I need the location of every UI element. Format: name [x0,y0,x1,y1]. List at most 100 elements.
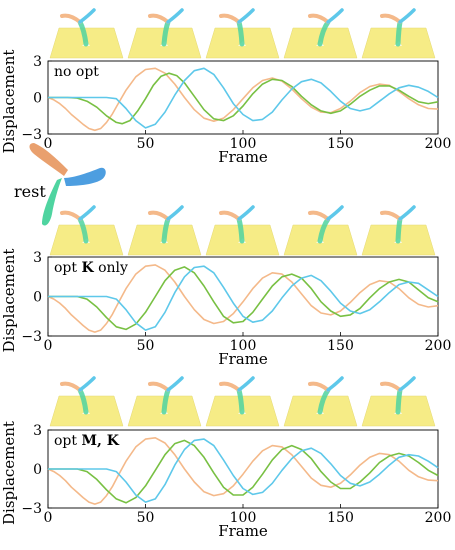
x-tick-label: 0 [44,510,53,526]
frame-thumbnail [127,376,202,427]
blue-limb [166,376,184,392]
y-axis-label: Displacement [0,249,18,353]
blue-limb [78,376,96,392]
panel-label-part: M, K [81,433,119,449]
x-tick-label: 50 [137,510,155,526]
series-line-green [48,266,439,331]
series-line-orange [47,67,439,132]
panel-label: opt K only [54,260,128,276]
rest-blue-limb [64,167,106,186]
orange-limb [308,210,330,221]
orange-limb [380,210,402,221]
x-tick-label: 150 [327,136,354,152]
rest-shape: rest [14,143,106,226]
panel-label-part: only [94,260,128,276]
frame-thumbnail [361,376,436,427]
x-tick-label: 50 [137,136,155,152]
green-limb [395,216,403,244]
x-tick-label: 100 [230,510,257,526]
series-line-blue [48,438,439,503]
x-tick-label: 200 [425,510,452,526]
y-axis-label: Displacement [0,50,18,154]
blue-limb [166,205,184,221]
y-tick-label: 3 [33,423,42,439]
series-line-blue [48,67,439,129]
blue-limb [237,8,255,24]
blue-limb [326,205,344,221]
x-tick-label: 0 [44,136,53,152]
y-axis-label: Displacement [0,421,18,525]
blue-limb [326,376,344,392]
blue-limb [398,205,416,221]
orange-limb [148,13,170,24]
frame-thumbnail [361,205,436,256]
frame-thumbnail [49,205,124,256]
series-line-green [48,72,439,125]
green-limb [236,216,245,244]
orange-limb [219,210,241,221]
green-limb [236,387,245,415]
frame-thumbnail [283,376,358,427]
orange-limb [148,381,170,392]
frame-thumbnail [205,8,280,59]
y-tick-label: −3 [21,501,42,517]
x-tick-label: 100 [230,338,257,354]
blue-limb [78,205,96,221]
frame-thumbnail [283,8,358,59]
x-tick-label: 200 [425,338,452,354]
y-tick-label: 0 [33,290,42,306]
frame-thumbnail [127,8,202,59]
frame-thumbnail [283,205,358,256]
series-line-orange [47,264,439,333]
rest-label: rest [14,182,46,201]
blue-limb [166,8,184,24]
x-axis-label: Frame [218,350,268,368]
frame-thumbnail [127,205,202,256]
x-axis-label: Frame [218,522,268,540]
orange-limb [60,381,82,392]
y-tick-label: 0 [33,91,42,107]
x-tick-label: 0 [44,338,53,354]
rest-orange-limb [29,143,68,176]
green-limb [236,19,245,47]
series-line-orange [47,437,439,505]
frame-thumbnail [205,376,280,427]
panel-label-part: K [81,260,94,276]
simulation-frames [49,8,436,427]
panel-label: opt M, K [54,433,120,449]
x-tick-label: 100 [230,136,257,152]
blue-limb [398,8,416,24]
y-tick-label: −3 [21,329,42,345]
x-tick-label: 200 [425,136,452,152]
y-tick-label: 3 [33,54,42,70]
y-tick-label: 3 [33,250,42,266]
y-tick-label: −3 [21,127,42,143]
series-line-blue [48,265,439,331]
orange-limb [308,13,330,24]
frame-thumbnail [49,8,124,59]
frame-thumbnail [205,205,280,256]
panel-label-part: opt [54,433,81,449]
series-line-green [48,439,439,504]
orange-limb [219,13,241,24]
blue-limb [78,8,96,24]
blue-limb [237,376,255,392]
blue-limb [326,8,344,24]
orange-limb [60,210,82,221]
panel-label: no opt [54,64,99,80]
blue-limb [398,376,416,392]
green-limb [395,19,403,47]
y-tick-label: 0 [33,462,42,478]
orange-limb [380,381,402,392]
panel-label-part: opt [54,260,81,276]
frame-thumbnail [49,376,124,427]
orange-limb [380,13,402,24]
blue-limb [237,205,255,221]
frame-thumbnail [361,8,436,59]
orange-limb [308,381,330,392]
